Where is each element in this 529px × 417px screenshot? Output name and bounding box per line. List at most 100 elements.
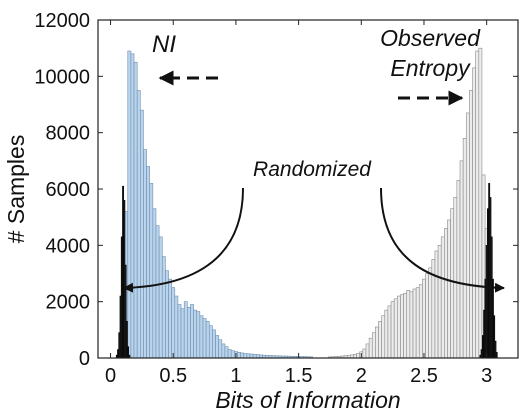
observed-entropy-bar bbox=[478, 47, 483, 359]
ni-bar bbox=[143, 149, 147, 359]
ni-bar bbox=[205, 321, 210, 359]
x-axis-label: Bits of Information bbox=[215, 387, 400, 413]
observed-entropy-bar bbox=[456, 180, 461, 359]
observed-entropy-bar bbox=[393, 298, 398, 359]
observed-entropy-bar bbox=[409, 291, 414, 359]
y-axis-label: # Samples bbox=[3, 135, 29, 244]
observed-entropy-bar bbox=[378, 321, 382, 359]
observed-entropy-bar bbox=[425, 273, 429, 359]
x-tick-label: 0.5 bbox=[159, 365, 187, 387]
observed-entropy-bar bbox=[375, 326, 379, 359]
y-axis-ticks: 0 2000 4000 6000 8000 10000 12000 bbox=[34, 10, 518, 370]
ni-bar bbox=[155, 225, 160, 359]
observed-entropy-bar bbox=[365, 343, 370, 359]
y-tick-label: 10000 bbox=[34, 66, 90, 88]
observed-entropy-bar bbox=[469, 90, 473, 359]
x-tick-label: 2 bbox=[356, 365, 367, 387]
annotation-randomized: Randomized bbox=[253, 158, 372, 181]
observed-entropy-bar bbox=[450, 208, 455, 359]
annotation-ni: NI bbox=[152, 31, 176, 58]
annotation-observed-line1: Observed bbox=[380, 25, 481, 51]
ni-bar bbox=[183, 301, 188, 359]
observed-entropy-bar bbox=[371, 332, 376, 359]
ni-bar bbox=[180, 308, 185, 359]
observed-entropy-bar bbox=[444, 228, 448, 359]
ni-bar bbox=[152, 208, 157, 359]
ni-bar bbox=[127, 50, 132, 359]
ni-bar bbox=[230, 350, 235, 359]
randomized-right-arrow bbox=[380, 187, 505, 293]
ni-bar bbox=[130, 53, 135, 359]
observed-entropy-bar bbox=[418, 284, 423, 359]
observed-entropy-bar bbox=[387, 305, 392, 359]
x-tick-label: 1.5 bbox=[285, 365, 313, 387]
observed-entropy-bar bbox=[403, 292, 408, 359]
observed-entropy-bar bbox=[459, 160, 464, 359]
ni-bar bbox=[136, 90, 141, 359]
y-tick-label: 12000 bbox=[34, 10, 90, 32]
observed-entropy-bar bbox=[453, 197, 458, 359]
observed-entropy-bar bbox=[440, 236, 445, 359]
observed-entropy-bar bbox=[400, 294, 404, 359]
ni-bar bbox=[174, 295, 179, 359]
x-tick-label: 1 bbox=[230, 365, 241, 387]
x-tick-label: 2.5 bbox=[410, 365, 438, 387]
y-tick-label: 8000 bbox=[46, 123, 91, 145]
observed-entropy-bar bbox=[465, 112, 470, 359]
ni-bar bbox=[221, 343, 226, 359]
randomized-left-arrow bbox=[123, 187, 244, 293]
observed-entropy-bar bbox=[462, 138, 467, 359]
ni-bar bbox=[215, 335, 219, 359]
ni-bar bbox=[212, 329, 216, 359]
observed-entropy-bar bbox=[472, 67, 476, 359]
ni-bar bbox=[199, 315, 204, 359]
ni-bar bbox=[140, 109, 144, 359]
ni-bar bbox=[224, 346, 229, 359]
ni-bar bbox=[146, 166, 151, 359]
annotation-observed-line2: Entropy bbox=[390, 55, 471, 81]
ni-bar bbox=[177, 304, 182, 359]
ni-bar bbox=[161, 256, 166, 359]
ni-bar bbox=[158, 236, 163, 359]
observed-entropy-bar bbox=[447, 219, 451, 359]
ni-bar bbox=[133, 61, 138, 359]
y-tick-label: 0 bbox=[79, 348, 90, 370]
ni-bar bbox=[187, 306, 191, 359]
y-tick-label: 4000 bbox=[46, 235, 91, 257]
observed-entropy-bar bbox=[362, 348, 367, 359]
y-tick-label: 2000 bbox=[46, 292, 91, 314]
observed-entropy-bar bbox=[475, 50, 480, 359]
ni-bar bbox=[218, 339, 223, 359]
observed-entropy-bar bbox=[437, 245, 442, 359]
ni-bar bbox=[168, 278, 172, 359]
ni-bar bbox=[237, 352, 241, 359]
observed-entropy-bar bbox=[356, 353, 361, 359]
ni-bar bbox=[171, 287, 176, 359]
randomized-observed-bar bbox=[495, 352, 498, 359]
observed-entropy-bar bbox=[422, 278, 426, 359]
observed-entropy-bar bbox=[390, 301, 395, 359]
observed-entropy-bar bbox=[384, 309, 389, 359]
ni-bar bbox=[193, 309, 198, 359]
ni-bar bbox=[240, 352, 245, 359]
ni-bar bbox=[202, 318, 207, 359]
ni-bar bbox=[227, 349, 232, 359]
observed-entropy-bar bbox=[397, 295, 401, 359]
observed-entropy-bar bbox=[406, 290, 411, 359]
observed-entropy-bar bbox=[434, 250, 439, 359]
observed-entropy-bar bbox=[415, 287, 420, 359]
ni-bar bbox=[208, 325, 213, 359]
observed-entropy-bar bbox=[412, 288, 417, 359]
x-tick-label: 0 bbox=[105, 365, 116, 387]
x-tick-label: 3 bbox=[481, 365, 492, 387]
ni-bar bbox=[243, 353, 248, 359]
observed-entropy-bar bbox=[368, 337, 373, 359]
x-axis-ticks: 0 0.5 1 1.5 2 2.5 3 bbox=[105, 20, 492, 387]
y-tick-label: 6000 bbox=[46, 179, 91, 201]
ni-bar bbox=[190, 304, 194, 359]
ni-bar bbox=[149, 183, 154, 359]
ni-bar bbox=[196, 311, 201, 359]
observed-entropy-bar bbox=[381, 315, 386, 359]
ni-bar bbox=[246, 353, 251, 359]
